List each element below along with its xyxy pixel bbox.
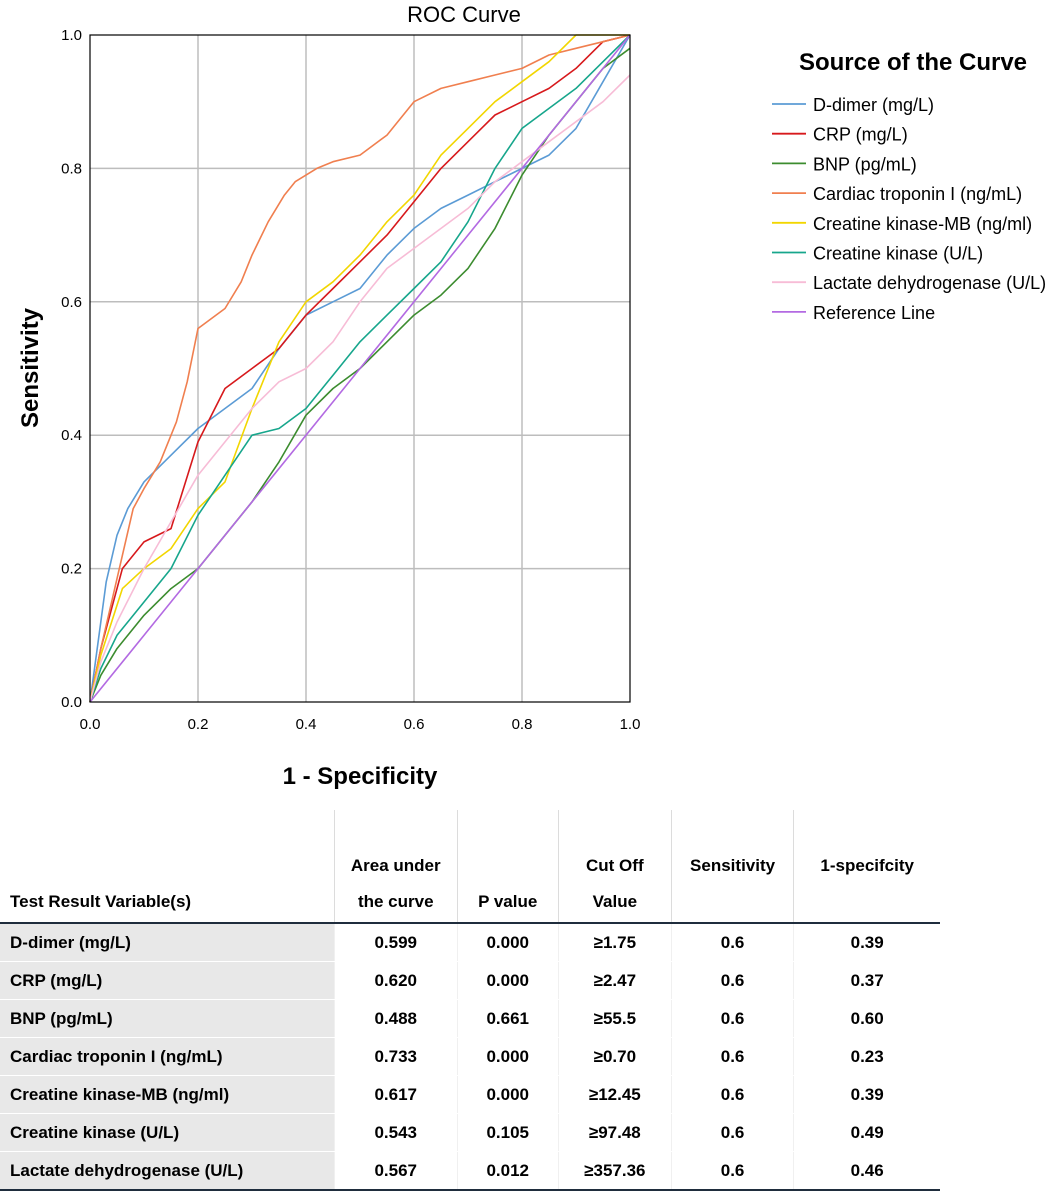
- y-tick-label: 0.8: [61, 160, 82, 177]
- column-header-1: Area under the curve: [333, 810, 458, 924]
- x-tick-label: 0.6: [404, 716, 425, 733]
- table-cell: ≥12.45: [557, 1075, 672, 1114]
- table-cell: 0.661: [456, 999, 559, 1038]
- row-label: CRP (mg/L): [0, 961, 335, 1000]
- legend-label-7: Reference Line: [813, 303, 935, 323]
- table-cell: 0.39: [793, 923, 940, 962]
- row-label: Creatine kinase (U/L): [0, 1113, 335, 1152]
- table-cell: ≥357.36: [557, 1151, 672, 1191]
- y-tick-label: 0.4: [61, 427, 82, 444]
- table-cell: ≥97.48: [557, 1113, 672, 1152]
- x-axis-title: 1 - Specificity: [283, 763, 438, 790]
- table-body: D-dimer (mg/L) 0.599 0.000 ≥1.75 0.6 0.39 CRP …: [0, 923, 940, 1191]
- series-line-1: [89, 34, 631, 703]
- column-header-0: Test Result Variable(s): [0, 810, 335, 924]
- table-cell: 0.620: [333, 961, 458, 1000]
- chart-title: ROC Curve: [407, 2, 521, 27]
- table-cell: ≥1.75: [557, 923, 672, 962]
- table-cell: 0.000: [456, 1037, 559, 1076]
- roc-chart-svg: ROC Curve 0.0 0.2 0.4 0.6 0.8 1.0 0.0 0.2 0.4 0.6…: [17, 2, 1046, 790]
- legend-label-6: Lactate dehydrogenase (U/L): [813, 273, 1046, 293]
- y-tick-label: 0.2: [61, 561, 82, 578]
- x-tick-label: 0.2: [188, 716, 209, 733]
- legend-label-1: CRP (mg/L): [813, 125, 908, 145]
- table-cell: 0.23: [793, 1037, 940, 1076]
- row-label: D-dimer (mg/L): [0, 923, 335, 962]
- table-cell: 0.543: [333, 1113, 458, 1152]
- table-cell: ≥0.70: [557, 1037, 672, 1076]
- x-tick-label: 0.0: [80, 716, 101, 733]
- legend: D-dimer (mg/L) CRP (mg/L) BNP (pg/mL) Cardi…: [772, 95, 1046, 323]
- table-row: Lactate dehydrogenase (U/L) 0.567 0.012 ≥35…: [0, 1151, 940, 1191]
- table-cell: 0.6: [670, 961, 794, 1000]
- legend-title: Source of the Curve: [799, 49, 1027, 76]
- column-header-5: 1-specifcity: [793, 810, 940, 924]
- table-cell: 0.46: [793, 1151, 940, 1191]
- plot-frame: [89, 34, 631, 703]
- table-cell: 0.49: [793, 1113, 940, 1152]
- tick-labels: 0.0 0.2 0.4 0.6 0.8 1.0 0.0 0.2 0.4 0.6 0.8 1.0: [61, 27, 640, 733]
- table-row: BNP (pg/mL) 0.488 0.661 ≥55.5 0.6 0.60: [0, 999, 940, 1038]
- table-cell: 0.37: [793, 961, 940, 1000]
- legend-label-4: Creatine kinase-MB (ng/ml): [813, 214, 1032, 234]
- row-label: BNP (pg/mL): [0, 999, 335, 1038]
- legend-label-0: D-dimer (mg/L): [813, 95, 934, 115]
- x-tick-label: 0.4: [296, 716, 317, 733]
- y-tick-label: 0.6: [61, 294, 82, 311]
- table-header-row: Test Result Variable(s) Area under the cur…: [0, 810, 940, 924]
- column-header-3: Cut Off Value: [557, 810, 672, 924]
- x-tick-label: 1.0: [620, 716, 641, 733]
- table-cell: ≥55.5: [557, 999, 672, 1038]
- column-header-2: P value: [456, 810, 559, 924]
- table-row: D-dimer (mg/L) 0.599 0.000 ≥1.75 0.6 0.39: [0, 923, 940, 962]
- table-cell: 0.6: [670, 1075, 794, 1114]
- table-cell: 0.733: [333, 1037, 458, 1076]
- table-cell: 0.599: [333, 923, 458, 962]
- series-line-2: [89, 47, 631, 703]
- table-row: Creatine kinase-MB (ng/ml) 0.617 0.000 ≥12.…: [0, 1075, 940, 1114]
- table-cell: 0.617: [333, 1075, 458, 1114]
- series-line-4: [89, 34, 630, 703]
- column-header-4: Sensitivity: [670, 810, 794, 924]
- table-cell: 0.567: [333, 1151, 458, 1191]
- legend-label-3: Cardiac troponin I (ng/mL): [813, 184, 1022, 204]
- series-line-5: [89, 34, 631, 703]
- table-cell: 0.105: [456, 1113, 559, 1152]
- series-line-7: [89, 34, 631, 703]
- table-cell: 0.6: [670, 1037, 794, 1076]
- legend-label-2: BNP (pg/mL): [813, 154, 917, 174]
- roc-chart: ROC Curve 0.0 0.2 0.4 0.6 0.8 1.0 0.0 0.2 0.4 0.6…: [17, 2, 1046, 790]
- table-cell: 0.012: [456, 1151, 559, 1191]
- table-cell: 0.6: [670, 923, 794, 962]
- table-cell: 0.39: [793, 1075, 940, 1114]
- table-cell: 0.6: [670, 999, 794, 1038]
- series-line-3: [89, 34, 631, 703]
- table-row: Cardiac troponin I (ng/mL) 0.733 0.000 ≥0.7…: [0, 1037, 940, 1076]
- table-cell: 0.488: [333, 999, 458, 1038]
- series-lines: [89, 34, 631, 703]
- table-row: CRP (mg/L) 0.620 0.000 ≥2.47 0.6 0.37: [0, 961, 940, 1000]
- legend-label-5: Creatine kinase (U/L): [813, 244, 983, 264]
- roc-results-table: Test Result Variable(s) Area under the cur…: [0, 810, 940, 1191]
- table-cell: 0.6: [670, 1113, 794, 1152]
- y-axis-title: Sensitivity: [17, 307, 44, 428]
- row-label: Lactate dehydrogenase (U/L): [0, 1151, 335, 1191]
- y-tick-label: 1.0: [61, 27, 82, 44]
- table-cell: ≥2.47: [557, 961, 672, 1000]
- y-tick-label: 0.0: [61, 694, 82, 711]
- grid-lines: [90, 35, 630, 702]
- table-cell: 0.60: [793, 999, 940, 1038]
- table-cell: 0.000: [456, 961, 559, 1000]
- x-tick-label: 0.8: [512, 716, 533, 733]
- table-cell: 0.6: [670, 1151, 794, 1191]
- table-cell: 0.000: [456, 923, 559, 962]
- row-label: Cardiac troponin I (ng/mL): [0, 1037, 335, 1076]
- table-cell: 0.000: [456, 1075, 559, 1114]
- table-row: Creatine kinase (U/L) 0.543 0.105 ≥97.48 0.6…: [0, 1113, 940, 1152]
- table-header: Test Result Variable(s) Area under the cur…: [0, 810, 940, 924]
- row-label: Creatine kinase-MB (ng/ml): [0, 1075, 335, 1114]
